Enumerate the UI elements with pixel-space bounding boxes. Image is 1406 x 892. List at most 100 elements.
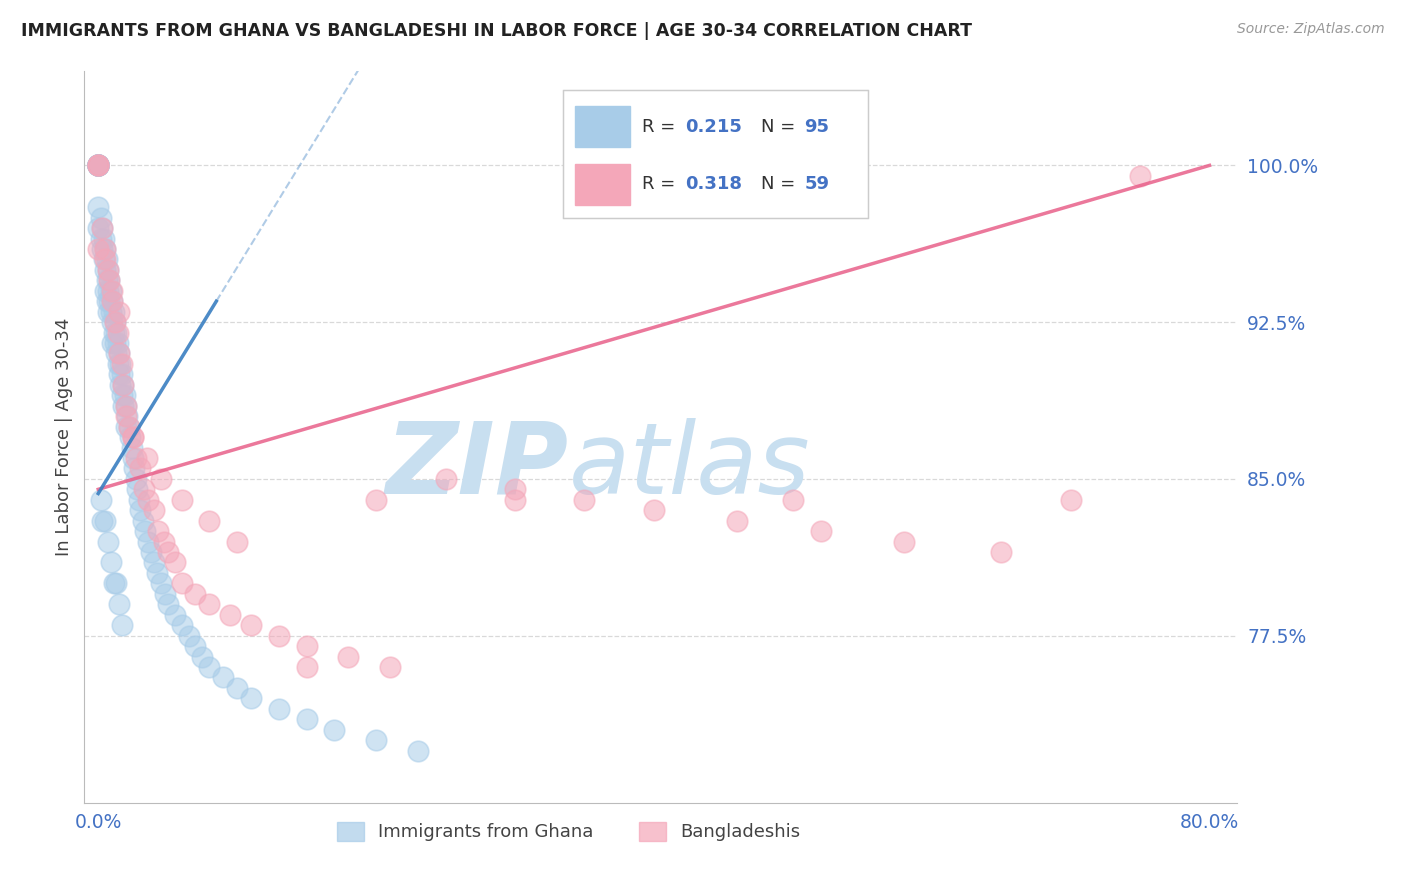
Point [91,221,114,235]
Point [94,242,117,256]
Text: Source: ZipAtlas.com: Source: ZipAtlas.com [1237,22,1385,37]
Point [104,315,127,329]
Point [108,346,131,360]
Point [198,597,221,611]
Point [1059,492,1081,507]
Point [163,556,186,570]
Point [96,273,118,287]
Point [100,284,122,298]
Point [115,399,138,413]
Point [87,158,110,172]
Point [87,242,110,256]
Point [103,576,125,591]
Point [111,618,134,632]
Point [112,377,135,392]
Point [87,158,110,172]
Point [129,461,152,475]
Point [295,639,318,653]
Point [87,158,110,172]
Point [163,607,186,622]
Point [103,326,125,340]
Point [96,252,118,267]
Point [98,273,121,287]
Point [91,514,114,528]
Point [101,294,124,309]
Point [219,607,242,622]
Point [87,158,110,172]
Point [87,200,110,214]
Point [100,304,122,318]
Legend: Immigrants from Ghana, Bangladeshis: Immigrants from Ghana, Bangladeshis [329,814,807,848]
Point [129,503,152,517]
Point [184,639,207,653]
Point [142,503,165,517]
Point [108,346,131,360]
Point [122,430,145,444]
Point [101,294,124,309]
Point [145,566,167,580]
Point [153,587,176,601]
Point [97,284,120,298]
Point [226,534,249,549]
Point [782,492,804,507]
Point [132,483,155,497]
Point [295,712,318,726]
Point [107,336,129,351]
Text: atlas: atlas [568,417,810,515]
Point [267,629,290,643]
Point [156,545,179,559]
Point [120,430,142,444]
Point [87,158,110,172]
Point [105,326,128,340]
Point [94,263,117,277]
Point [112,399,135,413]
Point [90,231,112,245]
Point [108,597,131,611]
Text: ZIP: ZIP [385,417,568,515]
Point [434,472,457,486]
Point [93,231,115,245]
Point [115,409,138,424]
Point [112,377,135,392]
Point [100,556,122,570]
Point [125,450,148,465]
Point [156,597,179,611]
Point [103,304,125,318]
Point [124,461,146,475]
Point [111,357,134,371]
Point [810,524,832,538]
Point [170,492,193,507]
Point [87,158,110,172]
Point [93,252,115,267]
Point [115,419,138,434]
Point [149,472,172,486]
Point [87,158,110,172]
Point [108,368,131,382]
Point [107,357,129,371]
Point [323,723,346,737]
Point [170,576,193,591]
Point [101,336,124,351]
Point [226,681,249,695]
Point [105,346,128,360]
Text: IMMIGRANTS FROM GHANA VS BANGLADESHI IN LABOR FORCE | AGE 30-34 CORRELATION CHAR: IMMIGRANTS FROM GHANA VS BANGLADESHI IN … [21,22,972,40]
Point [87,221,110,235]
Point [212,670,235,684]
Point [98,294,121,309]
Point [97,263,120,277]
Point [122,450,145,465]
Point [96,294,118,309]
Point [111,388,134,402]
Point [134,524,156,538]
Point [97,263,120,277]
Point [177,629,200,643]
Point [87,158,110,172]
Point [101,315,124,329]
Point [87,158,110,172]
Point [152,534,174,549]
Point [725,514,748,528]
Point [115,399,138,413]
Point [114,388,136,402]
Point [503,492,526,507]
Point [146,524,169,538]
